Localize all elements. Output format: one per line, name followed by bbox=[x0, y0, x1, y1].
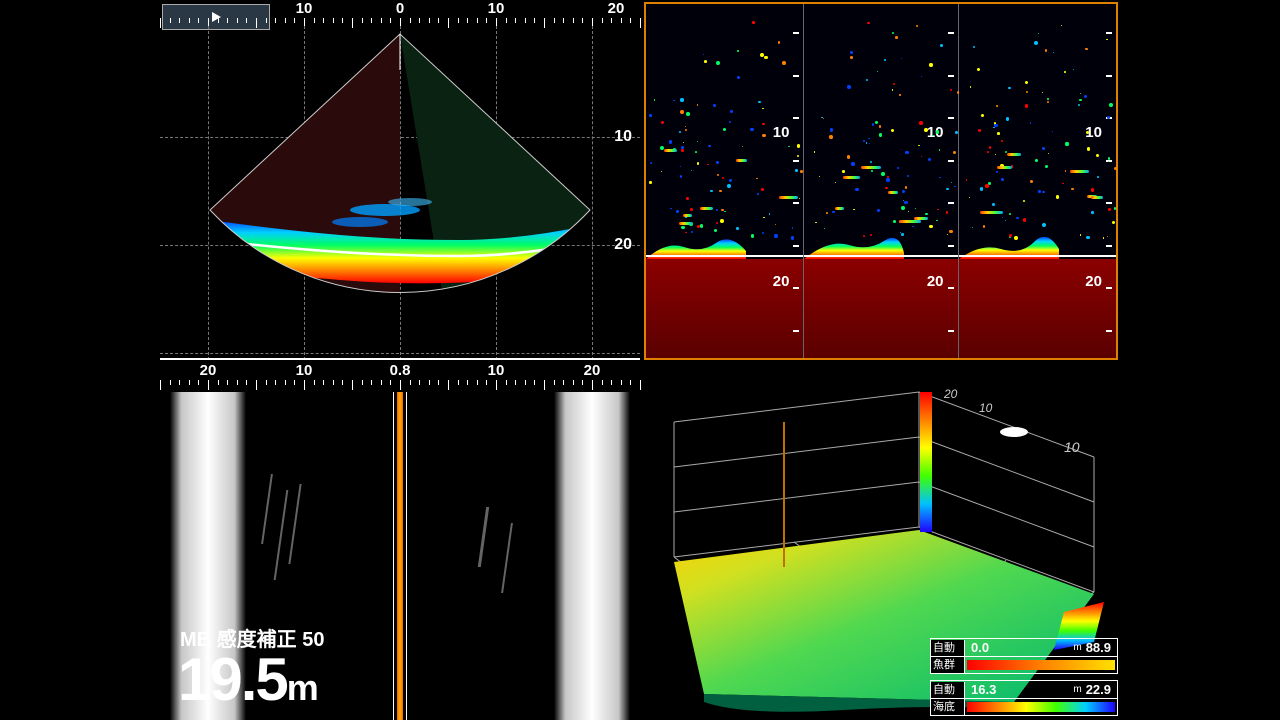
echo-column: 10 20 bbox=[803, 4, 958, 358]
main-viewport: 10 0 10 20 bbox=[160, 0, 1120, 720]
panel-3d-terrain[interactable]: 20 10 10 自動 0.0 m 88.9 魚群 自動 16.3 m 22.9 bbox=[644, 362, 1120, 720]
sidescan-ruler: 20 10 0.8 10 20 bbox=[160, 362, 640, 386]
svg-text:10: 10 bbox=[979, 401, 993, 415]
legend-seabed: 自動 16.3 m 22.9 海底 bbox=[930, 680, 1118, 716]
fan-depth-label: 10 bbox=[614, 128, 632, 146]
panel-sidescan[interactable]: 20 10 0.8 10 20 MB 感度補正 50 19.5m bbox=[160, 362, 640, 720]
panel-echo-columns[interactable]: 10 20 10 20 10 20 bbox=[644, 2, 1118, 360]
fan-display bbox=[160, 30, 640, 340]
legend-fish: 自動 0.0 m 88.9 魚群 bbox=[930, 638, 1118, 674]
echo-column: 10 20 bbox=[646, 4, 803, 358]
sidescan-depth: 19.5m bbox=[178, 645, 317, 714]
sidescan-centerline bbox=[397, 392, 403, 720]
fan-depth-label: 20 bbox=[614, 236, 632, 254]
svg-text:10: 10 bbox=[1064, 439, 1080, 455]
divider bbox=[160, 358, 640, 360]
panel-fan-sonar[interactable]: 10 0 10 20 bbox=[160, 0, 640, 360]
echo-column: 10 20 bbox=[959, 4, 1116, 358]
svg-text:20: 20 bbox=[943, 387, 958, 401]
